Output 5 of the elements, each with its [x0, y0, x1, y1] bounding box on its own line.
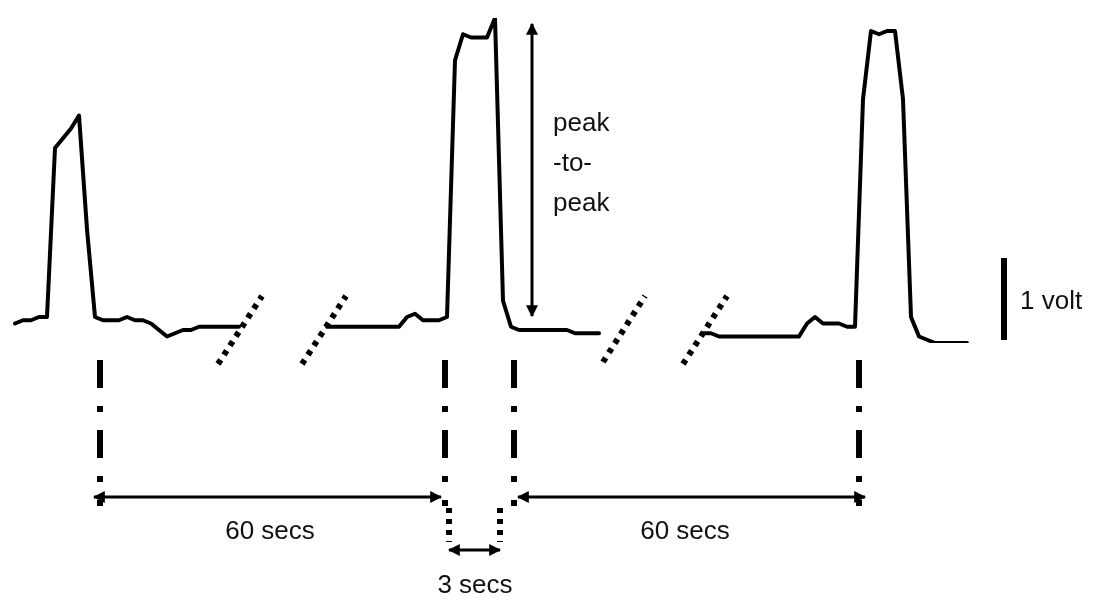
text: 3 secs	[437, 568, 513, 600]
text: 60 secs	[640, 514, 730, 547]
annotation: peak -to- peak	[553, 106, 611, 219]
text: 1 volt	[1020, 284, 1083, 317]
text: 60 secs	[225, 514, 315, 547]
